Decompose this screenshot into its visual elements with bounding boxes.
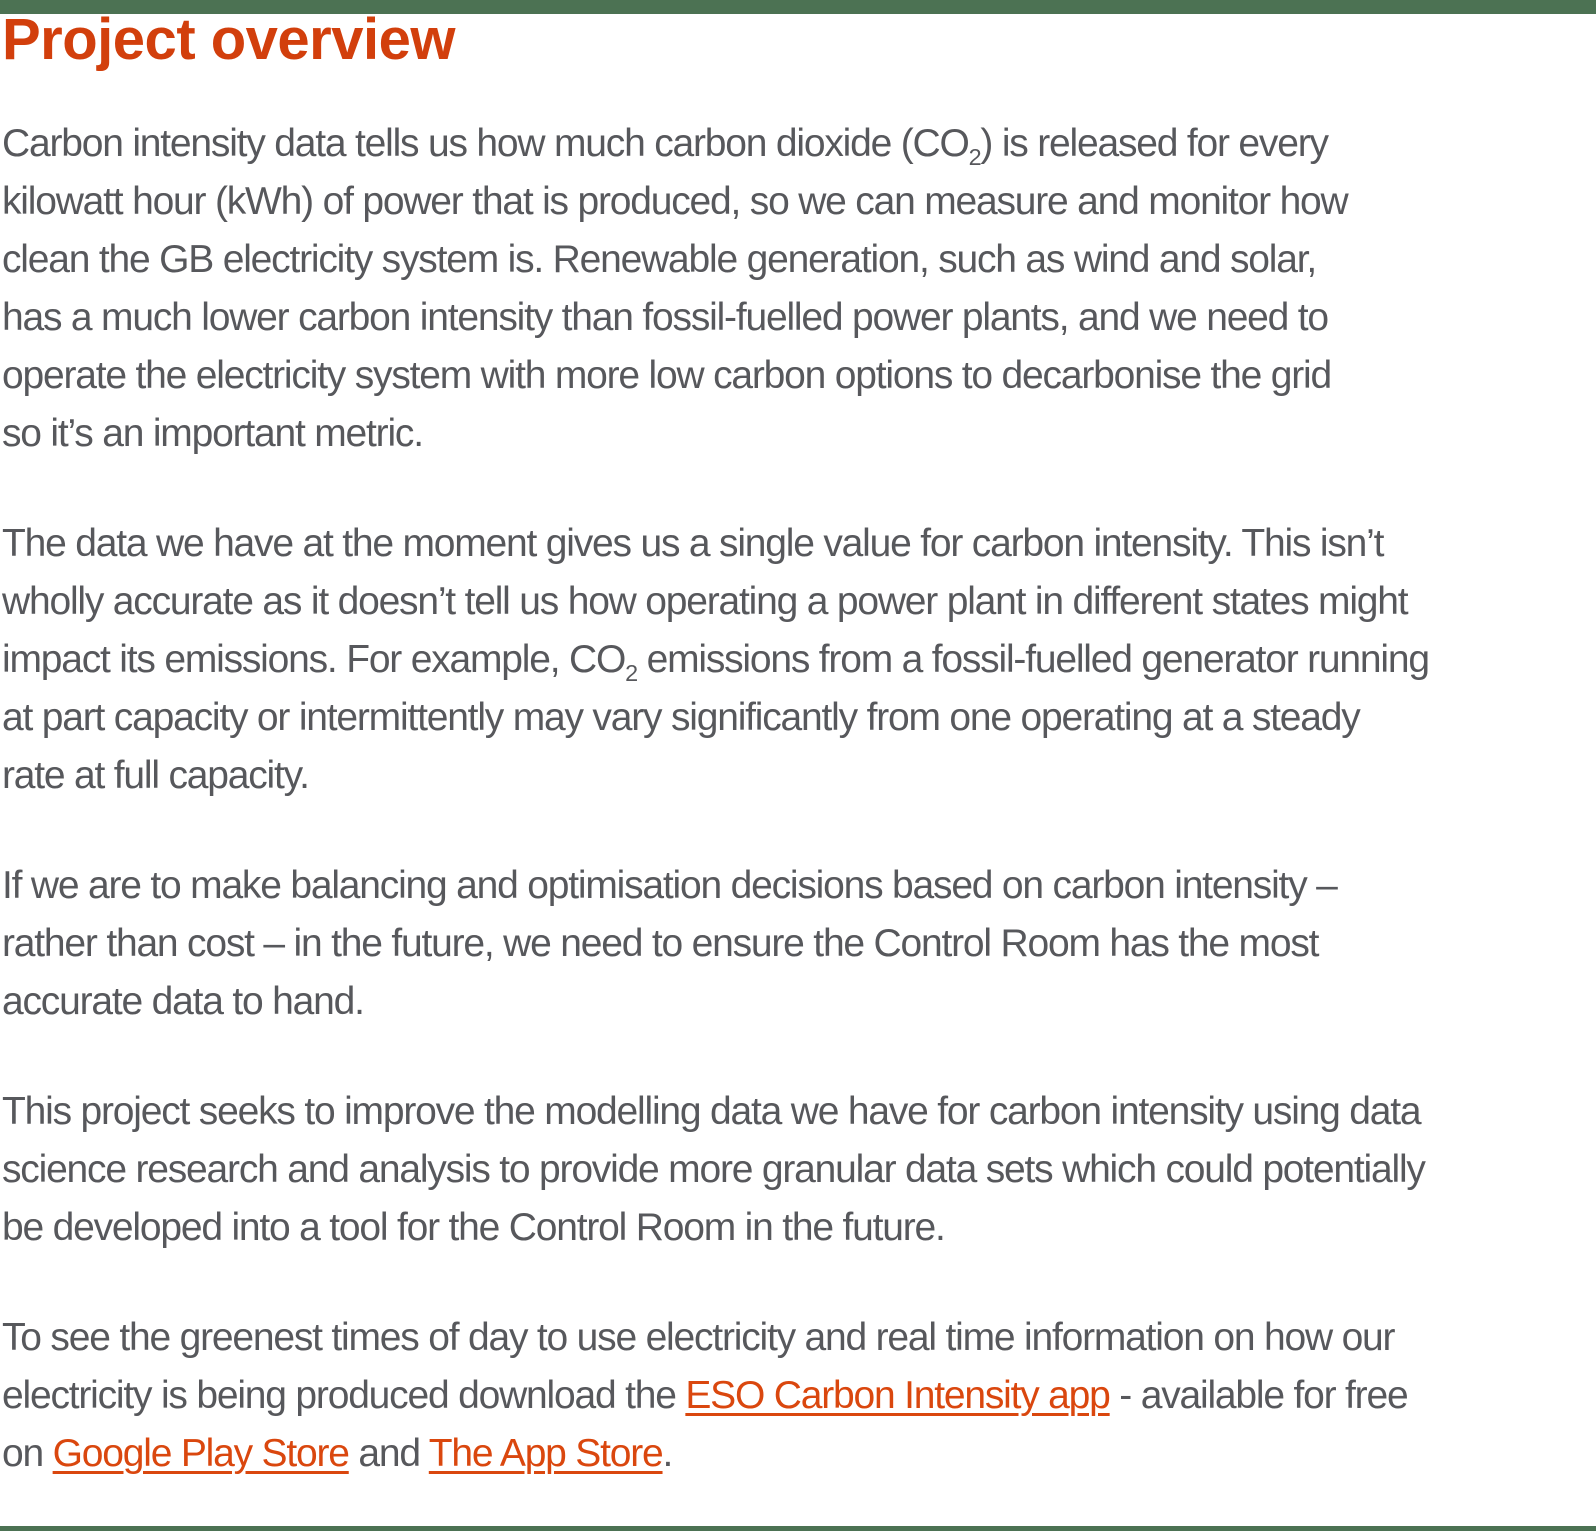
text-segment: Carbon intensity data tells us how much … [2,122,970,165]
text-line: rather than cost – in the future, we nee… [2,915,1596,973]
text-segment: . [662,1432,674,1475]
text-segment: wholly accurate as it doesn’t tell us ho… [2,580,1409,623]
text-line: has a much lower carbon intensity than f… [2,289,1596,347]
page-title: Project overview [2,7,456,72]
text-segment: accurate data to hand. [2,980,365,1023]
text-segment: emissions from a fossil-fuelled generato… [636,638,1430,681]
co2-subscript: 2 [968,143,982,170]
text-line: The data we have at the moment gives us … [2,515,1596,573]
paragraph-4: This project seeks to improve the modell… [2,1083,1596,1257]
text-segment: This project seeks to improve the modell… [2,1090,1422,1133]
text-line: accurate data to hand. [2,973,1596,1031]
text-line: science research and analysis to provide… [2,1141,1596,1199]
text-segment: at part capacity or intermittently may v… [2,696,1361,739]
text-line: This project seeks to improve the modell… [2,1083,1596,1141]
bottom-divider-bar [0,1526,1596,1531]
text-line: impact its emissions. For example, CO2 e… [2,631,1596,689]
paragraph-3: If we are to make balancing and optimisa… [2,857,1596,1031]
text-line: be developed into a tool for the Control… [2,1199,1596,1257]
text-segment: science research and analysis to provide… [2,1148,1426,1191]
text-segment: If we are to make balancing and optimisa… [2,864,1338,907]
article: Project overview Carbon intensity data t… [0,7,1596,1483]
text-segment: rather than cost – in the future, we nee… [2,922,1319,965]
text-segment: so it’s an important metric. [2,412,424,455]
text-segment: impact its emissions. For example, CO [2,638,626,681]
text-segment: on [2,1432,53,1475]
co2-subscript: 2 [625,659,638,686]
top-divider-bar [0,0,1596,14]
text-line: operate the electricity system with more… [2,347,1596,405]
text-line: wholly accurate as it doesn’t tell us ho… [2,573,1596,631]
paragraph-5: To see the greenest times of day to use … [2,1309,1596,1483]
text-segment: operate the electricity system with more… [2,354,1332,397]
text-segment: ) is released for every [980,122,1329,165]
text-line: kilowatt hour (kWh) of power that is pro… [2,173,1596,231]
text-segment: electricity is being produced download t… [2,1374,686,1417]
google-play-store-link[interactable]: Google Play Store [52,1432,350,1475]
paragraph-2: The data we have at the moment gives us … [2,515,1596,805]
text-segment: The data we have at the moment gives us … [2,522,1384,565]
text-line: electricity is being produced download t… [2,1367,1596,1425]
text-segment: rate at full capacity. [2,754,310,797]
text-segment: and [348,1432,429,1475]
text-line: at part capacity or intermittently may v… [2,689,1596,747]
text-segment: has a much lower carbon intensity than f… [2,296,1329,339]
text-line: Carbon intensity data tells us how much … [2,115,1596,173]
paragraph-1: Carbon intensity data tells us how much … [2,115,1596,463]
text-line: on Google Play Store and The App Store. [2,1425,1596,1483]
text-line: so it’s an important metric. [2,405,1596,463]
eso-carbon-intensity-app-link[interactable]: ESO Carbon Intensity app [685,1374,1110,1417]
text-line: clean the GB electricity system is. Rene… [2,231,1596,289]
text-segment: clean the GB electricity system is. Rene… [2,238,1317,281]
text-segment: kilowatt hour (kWh) of power that is pro… [2,180,1349,223]
the-app-store-link[interactable]: The App Store [428,1432,664,1475]
article-paragraphs: Carbon intensity data tells us how much … [2,115,1596,1483]
text-segment: - available for free [1109,1374,1408,1417]
text-line: If we are to make balancing and optimisa… [2,857,1596,915]
text-segment: To see the greenest times of day to use … [2,1316,1396,1359]
text-line: To see the greenest times of day to use … [2,1309,1596,1367]
text-segment: be developed into a tool for the Control… [2,1206,946,1249]
text-line: rate at full capacity. [2,747,1596,805]
